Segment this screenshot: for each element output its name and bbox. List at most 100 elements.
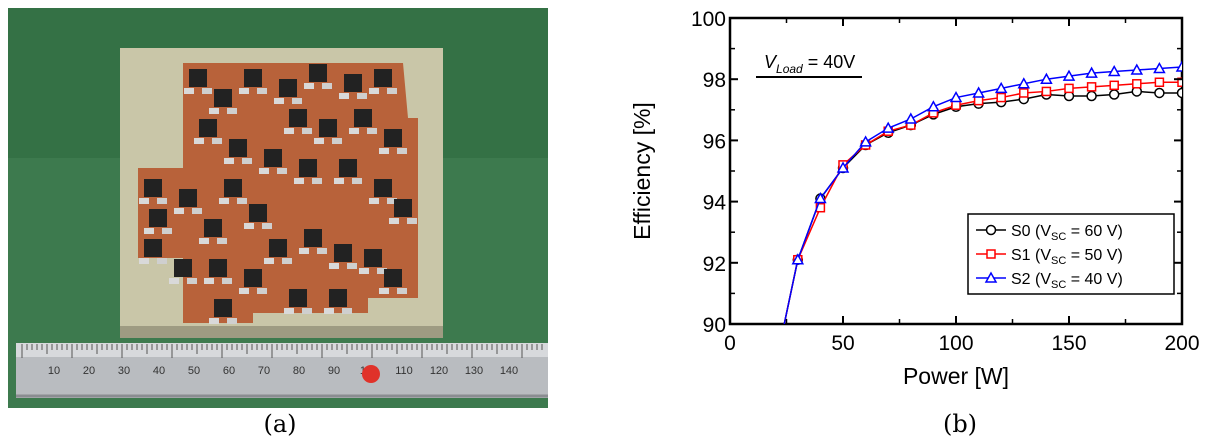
solder-pad	[377, 268, 387, 274]
solder-pad	[199, 238, 209, 244]
ruler-ticks	[21, 344, 543, 358]
solder-pad	[359, 268, 369, 274]
data-point	[1153, 61, 1166, 74]
ruler-label: 120	[430, 365, 448, 377]
solder-pad	[224, 158, 234, 164]
solder-pad	[264, 258, 274, 264]
data-point	[859, 135, 872, 147]
solder-pad	[352, 178, 362, 184]
solder-pad	[242, 158, 252, 164]
legend: S0 (VSC = 60 V) S1 (VSC = 50 V) S2 (VSC = …	[967, 213, 1175, 295]
solder-pad	[294, 178, 304, 184]
solder-pad	[332, 138, 342, 144]
ticks-layer: 0 50 100 150 200 90 92 94 96 98 100	[691, 8, 1200, 355]
data-point	[951, 100, 961, 110]
data-point	[1175, 60, 1182, 72]
solder-pad	[387, 198, 397, 204]
solder-pad	[227, 318, 237, 324]
data-point	[814, 191, 827, 204]
y-tick-label: 96	[703, 130, 726, 153]
chip-component	[374, 179, 392, 197]
chip-component	[149, 209, 167, 227]
solder-pad	[257, 288, 267, 294]
data-point	[996, 92, 1006, 103]
chip-component	[384, 269, 402, 287]
chip-component	[394, 199, 412, 217]
solder-pad	[192, 208, 202, 214]
solder-pad	[217, 238, 227, 244]
solder-pad	[407, 218, 417, 224]
chip-component	[174, 259, 192, 277]
chip-component	[354, 109, 372, 127]
chip-component	[224, 179, 242, 197]
chip-component	[299, 159, 317, 177]
solder-pad	[322, 83, 332, 89]
chip-component	[374, 69, 392, 87]
data-point	[881, 121, 895, 133]
solder-pad	[244, 223, 254, 229]
prototype-photo: 102030405060708090100110120130140	[8, 8, 548, 408]
legend-marker	[985, 224, 997, 236]
legend-label: S2 (VSC = 40 V)	[1011, 271, 1123, 291]
solder-pad	[262, 223, 272, 229]
data-point	[994, 81, 1008, 94]
solder-pad	[194, 138, 204, 144]
caption-a: (a)	[263, 410, 297, 438]
chip-component	[204, 219, 222, 237]
data-point	[972, 86, 985, 98]
chip-component	[289, 109, 307, 127]
solder-pad	[187, 278, 197, 284]
solder-pad	[239, 88, 249, 94]
y-tick-label: 90	[703, 314, 726, 337]
chip-component	[334, 244, 352, 262]
ruler-label: 130	[465, 365, 483, 377]
solder-pad	[324, 308, 334, 314]
solder-pad	[292, 98, 302, 104]
ruler-label: 40	[153, 365, 165, 377]
data-point	[1109, 80, 1119, 91]
chip-component	[214, 89, 232, 107]
legend-marker	[984, 271, 998, 283]
ruler-label: 50	[188, 365, 200, 377]
solder-pad	[184, 88, 194, 94]
legend-entry-0: S0 (VSC = 60 V)	[976, 223, 1123, 243]
solder-pad	[227, 108, 237, 114]
chip-component	[384, 129, 402, 147]
chip-component	[144, 179, 162, 197]
ruler-label: 140	[500, 365, 518, 377]
solder-pad	[209, 318, 219, 324]
board-components	[139, 64, 417, 324]
chip-component	[329, 289, 347, 307]
solder-pad	[139, 258, 149, 264]
x-tick-label: 150	[1051, 332, 1086, 355]
solder-pad	[367, 128, 377, 134]
data-point	[1132, 79, 1142, 89]
legend-label: S0 (VSC = 60 V)	[1011, 223, 1123, 243]
solder-pad	[317, 248, 327, 254]
chip-component	[199, 119, 217, 137]
data-point	[1154, 77, 1165, 88]
solder-pad	[302, 308, 312, 314]
chip-component	[319, 119, 337, 137]
solder-pad	[222, 278, 232, 284]
solder-pad	[342, 308, 352, 314]
ruler-label: 110	[395, 365, 413, 377]
ruler-label: 80	[293, 365, 305, 377]
solder-pad	[339, 93, 349, 99]
data-point	[1177, 77, 1182, 88]
chip-component	[269, 239, 287, 257]
y-tick-label: 98	[703, 69, 726, 92]
series-2	[783, 60, 1182, 324]
y-tick-label: 94	[703, 192, 727, 215]
ruler-label: 30	[118, 365, 130, 377]
data-point	[949, 91, 963, 103]
data-point	[1017, 77, 1031, 89]
solder-pad	[257, 88, 267, 94]
chip-component	[364, 249, 382, 267]
data-point	[1107, 65, 1121, 77]
x-tick-label: 0	[724, 332, 736, 355]
data-point	[1108, 89, 1120, 100]
solder-pad	[162, 228, 172, 234]
solder-pad	[312, 178, 322, 184]
legend-marker	[986, 249, 996, 259]
